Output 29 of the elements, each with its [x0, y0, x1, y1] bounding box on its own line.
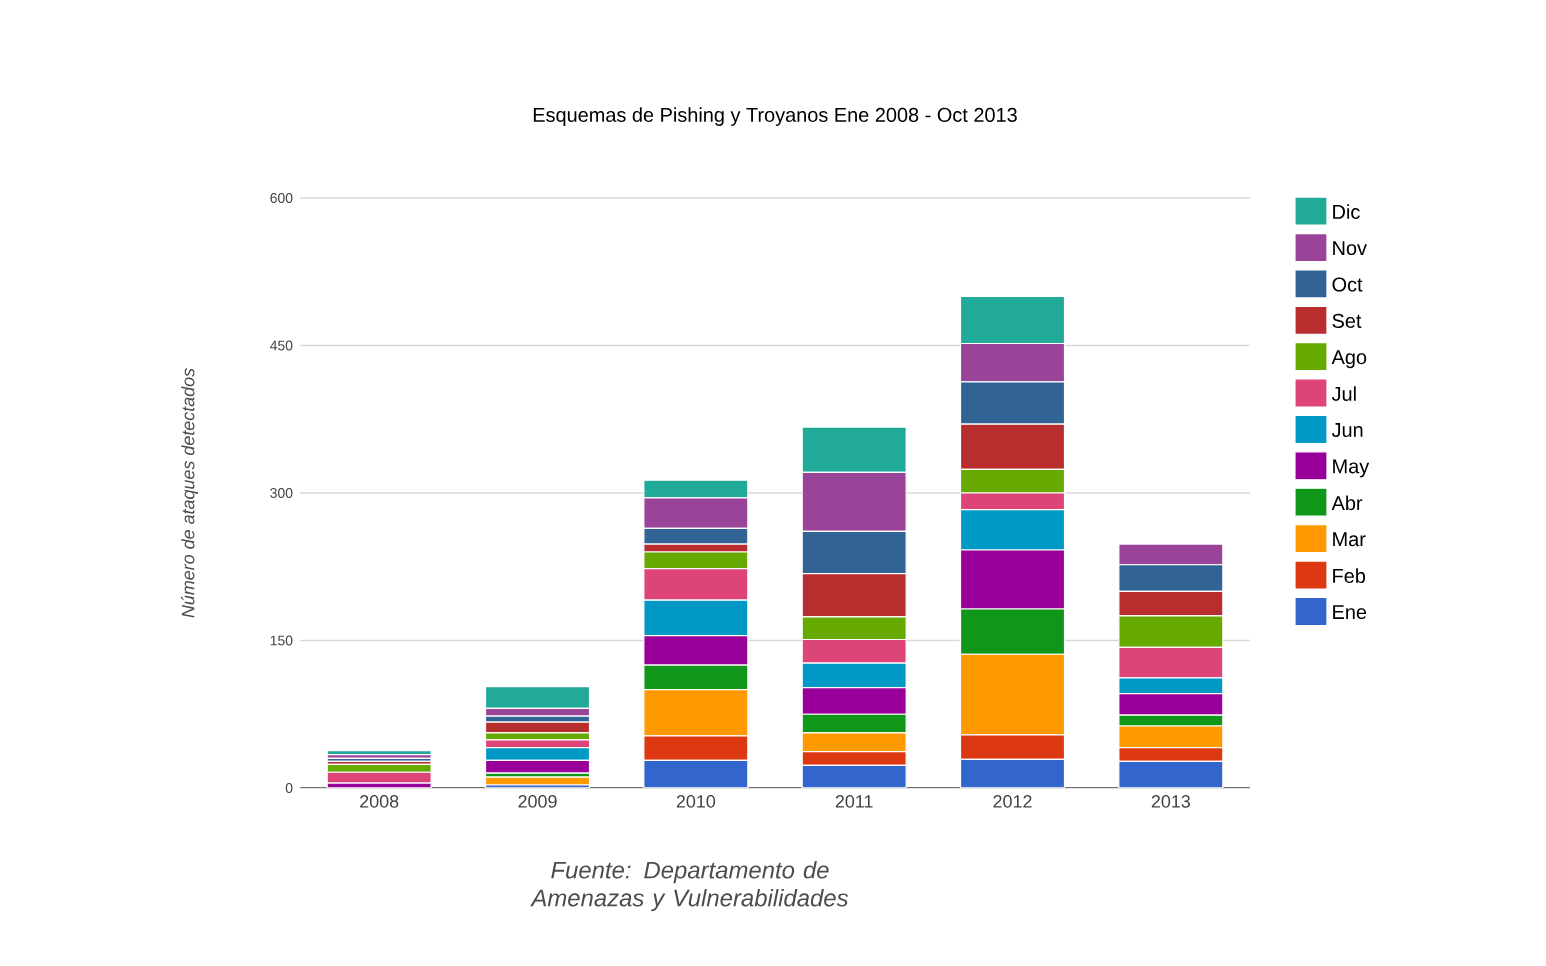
- x-tick-label: 2010: [676, 795, 716, 808]
- chart-title: Esquemas de Pishing y Troyanos Ene 2008 - Oct 2013: [533, 107, 1017, 126]
- bar: [484, 747, 591, 762]
- bar: [1118, 692, 1224, 716]
- legend-label: Mar: [1333, 532, 1366, 547]
- bar: [484, 721, 591, 734]
- bar: [484, 759, 591, 774]
- x-tick-label: 2008: [360, 795, 399, 808]
- legend-label: Abr: [1331, 495, 1363, 511]
- legend-label: May: [1333, 459, 1370, 478]
- legend-label: Feb: [1333, 568, 1366, 583]
- bar: [959, 549, 1066, 610]
- legend-label: Set: [1332, 313, 1362, 328]
- legend-label: Ago: [1331, 350, 1367, 369]
- legend-label: Dic: [1333, 204, 1360, 219]
- x-tick-label: 2012: [993, 795, 1032, 808]
- legend-label: Oct: [1332, 277, 1363, 292]
- source-note: Fuente: Departamento de Amenazas y Vulnerabilidades: [530, 861, 849, 912]
- legend-label: Ene: [1333, 605, 1367, 620]
- legend-label: Nov: [1333, 241, 1367, 256]
- x-tick-label: 2013: [1151, 795, 1190, 808]
- x-tick-label: 2011: [835, 795, 873, 808]
- legend-label: Jul: [1331, 386, 1356, 401]
- y-axis-title: Número de ataques detectados: [181, 368, 198, 618]
- bar: [801, 687, 907, 715]
- x-tick-label: 2009: [518, 795, 557, 808]
- legend-label: Jun: [1331, 423, 1363, 438]
- bar: [484, 686, 591, 709]
- bar: [643, 634, 749, 666]
